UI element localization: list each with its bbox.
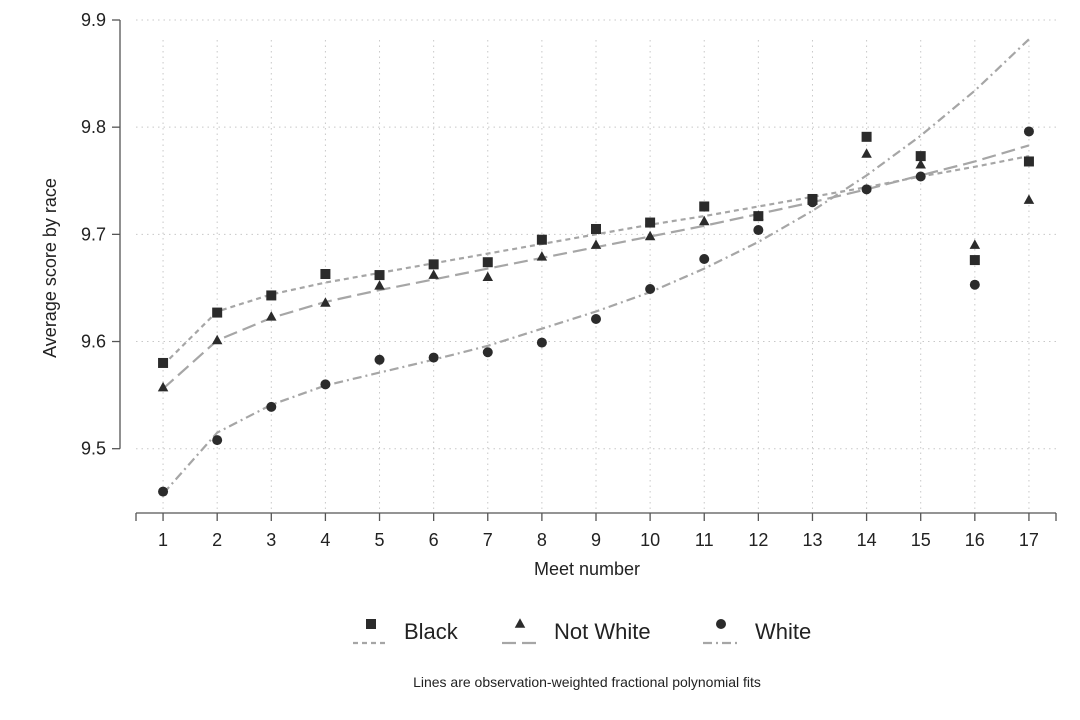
point-white	[374, 354, 385, 365]
x-tick-label: 6	[429, 530, 439, 550]
chart-note: Lines are observation-weighted fractiona…	[413, 674, 761, 690]
point-white	[482, 347, 493, 358]
point-white	[428, 352, 439, 363]
point-black	[158, 357, 169, 368]
legend-item-black: Black	[353, 619, 459, 645]
point-white	[591, 314, 601, 325]
point-not-white	[266, 311, 277, 321]
y-axis-title: Average score by race	[40, 178, 60, 358]
x-tick-label: 2	[212, 530, 222, 550]
legend-item-not-white: Not White	[502, 618, 651, 645]
data-markers	[157, 126, 1035, 497]
point-black	[482, 257, 493, 268]
legend: Black Not White White	[353, 618, 811, 645]
point-not-white	[1023, 194, 1035, 204]
x-tick-label: 3	[266, 530, 276, 550]
fit-line-not-white	[162, 144, 1030, 390]
point-not-white	[428, 269, 439, 279]
point-black	[969, 255, 980, 266]
fit-line-black	[162, 155, 1030, 366]
fit-line-white	[162, 38, 1030, 495]
point-white	[861, 184, 872, 195]
x-tick-label: 14	[857, 530, 877, 550]
point-black	[861, 131, 872, 142]
point-not-white	[482, 271, 494, 282]
y-tick-label: 9.5	[81, 439, 106, 459]
x-tick-label: 7	[483, 530, 493, 550]
x-tick-label: 9	[591, 530, 601, 550]
x-tick-label: 12	[748, 530, 768, 550]
point-black	[212, 307, 223, 318]
y-tick-label: 9.8	[81, 117, 106, 137]
point-not-white	[374, 280, 385, 290]
legend-item-white: White	[703, 619, 811, 645]
point-black	[645, 217, 656, 228]
point-not-white	[536, 251, 548, 261]
ticks: 9.59.69.79.89.91 2 3 4 5 6 7 8 9 10 11 12 13 14 15 16 17	[81, 10, 1057, 550]
point-white	[212, 435, 223, 446]
point-white	[753, 225, 764, 236]
point-white	[1023, 126, 1034, 137]
x-tick-label: 15	[911, 530, 931, 550]
x-tick-label: 4	[320, 530, 330, 550]
point-black	[536, 234, 547, 245]
point-white	[266, 401, 277, 412]
legend-marker-black	[366, 619, 376, 629]
x-axis-title: Meet number	[534, 559, 640, 579]
legend-label-black: Black	[404, 619, 459, 644]
point-white	[807, 197, 818, 208]
point-black	[591, 223, 601, 234]
y-tick-label: 9.9	[81, 10, 106, 30]
point-white	[536, 337, 547, 348]
axes	[119, 20, 1056, 514]
y-tick-label: 9.7	[81, 224, 106, 244]
legend-label-not-white: Not White	[554, 619, 651, 644]
point-not-white	[915, 158, 926, 169]
point-white	[645, 284, 656, 295]
point-black	[374, 270, 385, 281]
point-black	[266, 290, 277, 301]
point-white	[699, 253, 710, 264]
point-not-white	[211, 334, 223, 345]
point-white	[320, 379, 331, 390]
x-tick-label: 11	[695, 530, 714, 550]
legend-marker-white	[716, 619, 726, 629]
x-tick-label: 5	[375, 530, 385, 550]
x-tick-label: 1	[158, 530, 168, 550]
point-not-white	[320, 297, 331, 307]
x-tick-label: 10	[640, 530, 660, 550]
point-black	[1023, 156, 1034, 167]
x-tick-label: 13	[802, 530, 822, 550]
legend-label-white: White	[755, 619, 811, 644]
point-not-white	[861, 148, 872, 158]
point-black	[428, 259, 439, 270]
point-not-white	[753, 210, 764, 220]
x-tick-label: 8	[537, 530, 547, 550]
point-black	[699, 201, 710, 212]
grid	[136, 19, 1056, 513]
x-tick-label: 17	[1019, 530, 1039, 550]
point-not-white	[157, 381, 169, 392]
point-white	[158, 486, 169, 497]
point-black	[915, 151, 926, 162]
point-white	[969, 279, 980, 290]
point-not-white	[698, 215, 710, 226]
point-white	[915, 171, 926, 182]
point-not-white	[590, 239, 602, 249]
point-not-white	[969, 239, 981, 249]
x-tick-label: 16	[965, 530, 985, 550]
y-tick-label: 9.6	[81, 332, 106, 352]
legend-marker-not-white	[514, 618, 526, 628]
point-not-white	[644, 230, 656, 241]
point-black	[320, 269, 331, 280]
